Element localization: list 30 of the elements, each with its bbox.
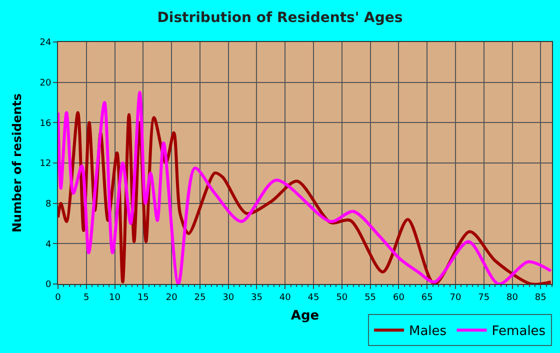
y-tick-label: 0 (45, 280, 52, 290)
y-tick-label: 8 (45, 199, 52, 210)
x-tick-label: 75 (478, 292, 490, 303)
x-tick-label: 55 (364, 292, 376, 303)
y-axis-title: Number of residents (10, 93, 24, 233)
x-tick-label: 25 (194, 292, 206, 303)
y-tick-label: 12 (40, 159, 52, 170)
legend-label: Males (409, 324, 447, 340)
x-tick-label: 10 (109, 292, 121, 303)
y-tick-label: 4 (45, 240, 52, 250)
legend-label: Females (492, 324, 546, 340)
x-tick-label: 45 (308, 292, 320, 303)
x-tick-label: 0 (55, 292, 62, 303)
y-tick-label: 16 (40, 118, 52, 129)
y-tick-label: 20 (40, 78, 52, 88)
y-tick-label: 24 (40, 38, 52, 48)
x-tick-label: 35 (251, 292, 262, 303)
x-tick-label: 60 (392, 292, 405, 303)
x-tick-label: 80 (506, 292, 518, 303)
x-tick-label: 65 (421, 292, 433, 303)
x-tick-label: 50 (336, 292, 348, 303)
x-tick-label: 20 (166, 292, 178, 303)
x-axis-title: Age (290, 308, 320, 324)
chart-title: Distribution of Residents' Ages (157, 10, 403, 26)
x-tick-label: 70 (450, 292, 462, 303)
x-tick-label: 5 (84, 292, 90, 303)
x-tick-label: 15 (137, 292, 149, 303)
x-tick-label: 30 (222, 292, 234, 303)
x-tick-label: 40 (279, 292, 292, 303)
x-tick-label: 85 (534, 292, 546, 303)
